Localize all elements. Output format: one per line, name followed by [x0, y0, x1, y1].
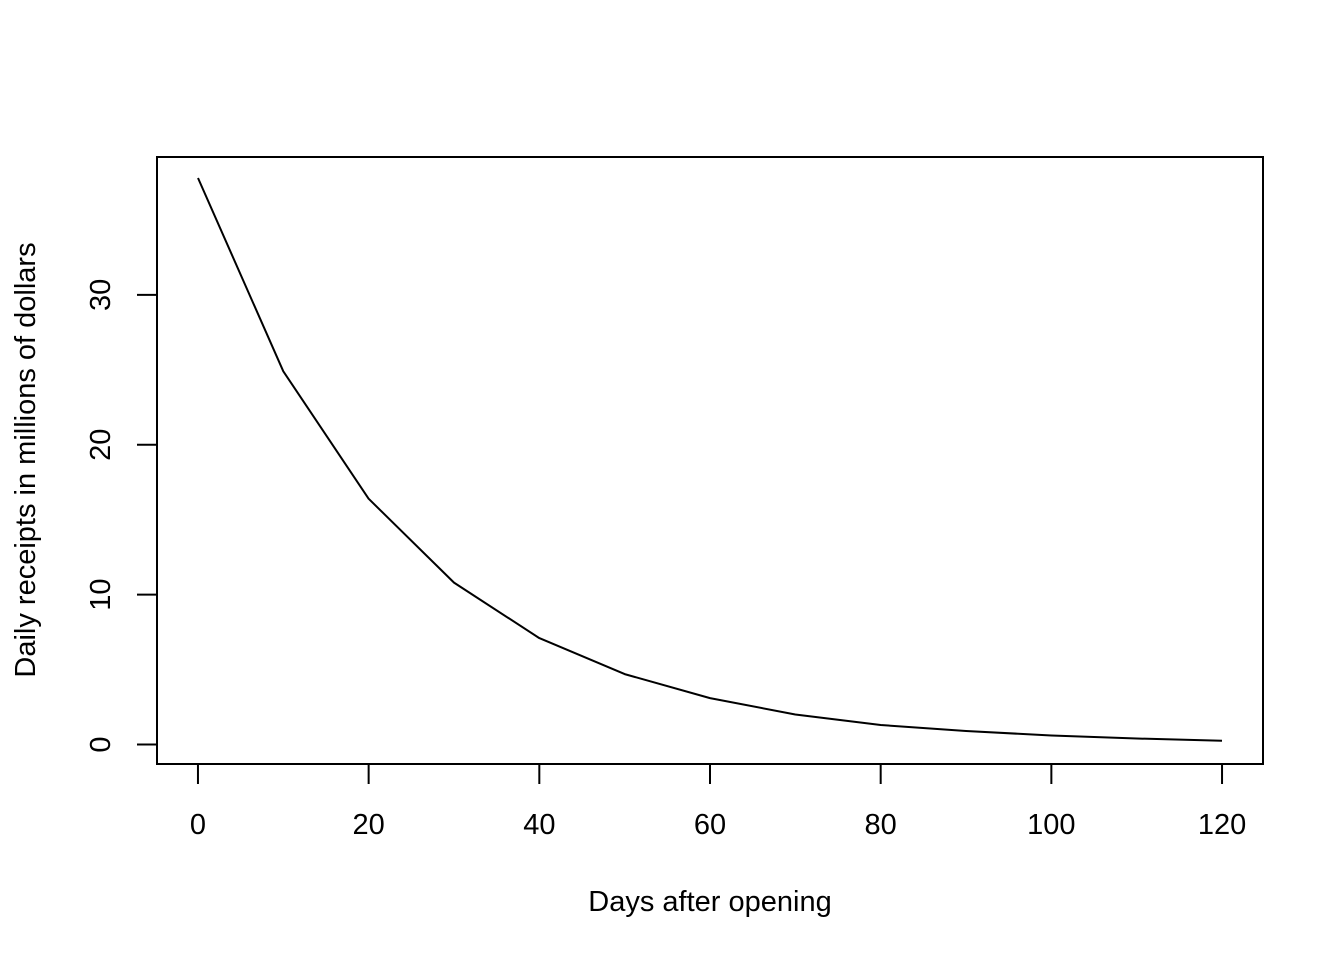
- x-tick-label: 80: [865, 809, 897, 841]
- x-tick-label: 100: [1027, 809, 1075, 841]
- plot-frame: [156, 156, 1264, 765]
- x-tick-label: 120: [1198, 809, 1246, 841]
- x-tick-label: 20: [353, 809, 385, 841]
- x-tick-label: 0: [190, 809, 206, 841]
- y-axis-title: Daily receipts in millions of dollars: [10, 242, 42, 677]
- y-axis: 0 10 20 30: [85, 279, 158, 753]
- y-tick-label: 30: [85, 279, 117, 311]
- y-tick-label: 20: [85, 429, 117, 461]
- x-axis: 0 20 40 60 80 100 120: [190, 763, 1246, 841]
- y-tick-label: 0: [85, 736, 117, 752]
- series-line: [197, 177, 1223, 742]
- x-tick-label: 60: [694, 809, 726, 841]
- x-tick-label: 40: [523, 809, 555, 841]
- y-tick-label: 10: [85, 579, 117, 611]
- x-axis-title: Days after opening: [588, 886, 831, 918]
- series-layer: [197, 177, 1223, 742]
